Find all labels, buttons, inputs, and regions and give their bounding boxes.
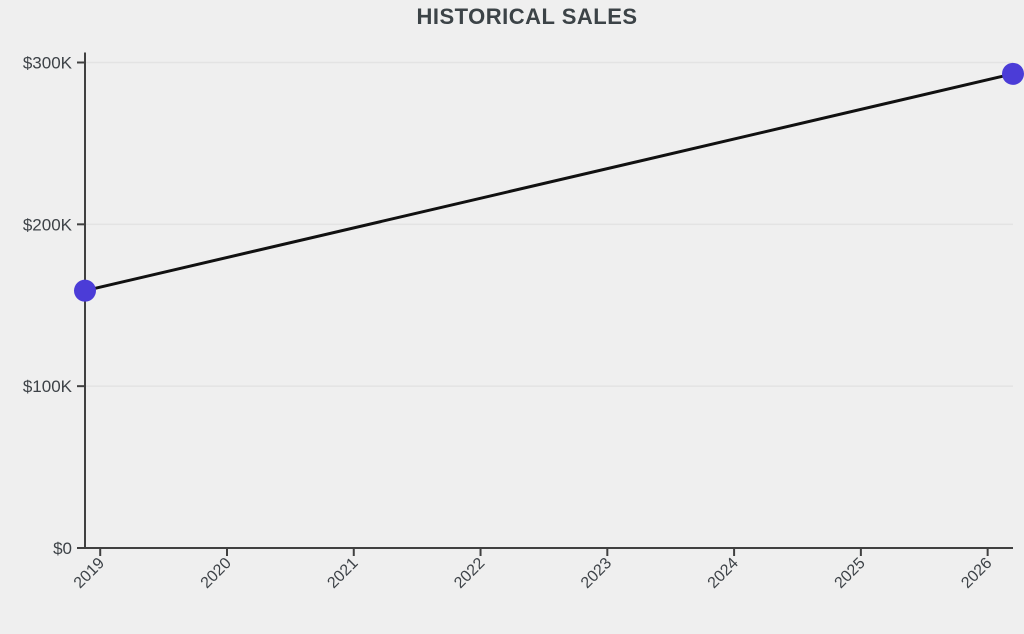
chart-title: HISTORICAL SALES: [416, 4, 638, 29]
x-tick-label-2023: 2023: [578, 555, 615, 592]
data-point-0: [74, 279, 96, 302]
x-tick-label-2021: 2021: [324, 555, 361, 592]
series-line-historical-sales: [83, 72, 1015, 293]
x-tick-label-2019: 2019: [71, 555, 108, 592]
x-tick-label-2022: 2022: [451, 555, 488, 592]
data-point-1: [1002, 62, 1024, 85]
y-tick-label-0: $0: [53, 539, 72, 558]
x-tick-label-2020: 2020: [198, 555, 235, 592]
x-tick-label-2024: 2024: [705, 555, 742, 592]
y-tick-label-100K: $100K: [23, 377, 73, 396]
x-tick-label-2026: 2026: [958, 555, 995, 592]
y-tick-label-300K: $300K: [23, 54, 73, 73]
x-tick-label-2025: 2025: [832, 555, 869, 592]
y-tick-label-200K: $200K: [23, 215, 73, 234]
